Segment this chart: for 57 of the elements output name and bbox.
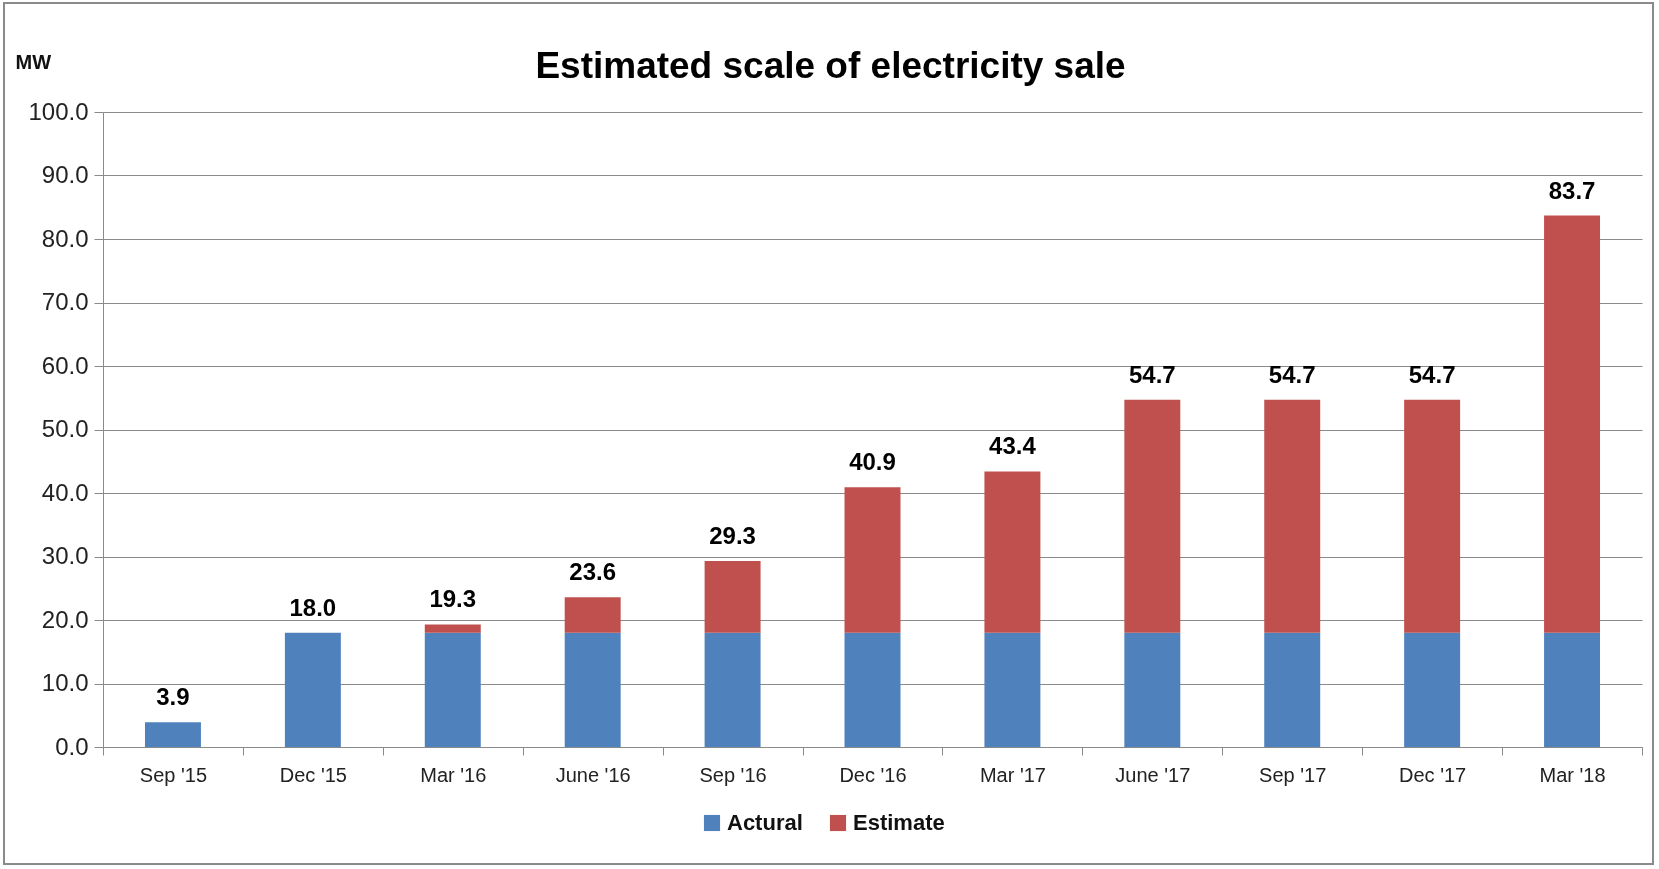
bar — [424, 624, 481, 633]
total-label: 54.7 — [1128, 360, 1176, 388]
y-tick-label: 90.0 — [41, 161, 89, 188]
bar — [564, 632, 621, 747]
bar — [1264, 399, 1321, 633]
x-tick-label: Sep '17 — [1259, 763, 1327, 786]
x-tick-label: Mar '18 — [1539, 763, 1606, 786]
legend-label: Actural — [727, 810, 803, 835]
total-label: 19.3 — [429, 585, 477, 613]
bar — [1544, 215, 1601, 633]
y-tick-label: 20.0 — [41, 605, 89, 633]
x-tick-label: Sep '15 — [139, 763, 208, 786]
x-tick-label: Dec '17 — [1399, 763, 1467, 786]
bar — [1404, 632, 1461, 747]
total-label: 3.9 — [156, 683, 190, 711]
bar — [1264, 632, 1321, 747]
total-label: 83.7 — [1548, 176, 1596, 204]
bar — [844, 632, 901, 747]
total-label: 43.4 — [989, 432, 1037, 460]
total-label: 29.3 — [709, 521, 756, 549]
y-tick-label: 100.0 — [28, 97, 89, 125]
chart-title: Estimated scale of electricity sale — [535, 45, 1126, 86]
x-tick-label: Mar '17 — [979, 763, 1046, 786]
y-tick-label: 50.0 — [41, 415, 89, 442]
x-tick-label: Mar '16 — [420, 763, 487, 786]
total-label: 18.0 — [289, 593, 337, 621]
y-axis-title: MW — [15, 50, 52, 73]
bar — [984, 632, 1041, 747]
x-tick-label: June '17 — [1115, 763, 1191, 786]
bar — [984, 471, 1041, 633]
y-tick-label: 30.0 — [41, 542, 89, 569]
bar — [424, 632, 481, 747]
y-tick-label: 10.0 — [41, 669, 89, 696]
bar — [284, 632, 341, 747]
y-tick-label: 60.0 — [41, 351, 89, 379]
total-label: 54.7 — [1408, 360, 1456, 388]
total-label: 40.9 — [849, 448, 896, 476]
y-tick-label: 0.0 — [55, 732, 89, 760]
x-tick-label: Dec '16 — [839, 763, 907, 786]
y-tick-label: 70.0 — [41, 288, 89, 315]
bar — [564, 597, 621, 633]
bar — [844, 487, 901, 633]
bar — [144, 722, 201, 747]
bar — [704, 632, 761, 747]
bar — [1544, 632, 1601, 747]
bar — [1124, 399, 1181, 633]
x-tick-label: Dec '15 — [279, 763, 347, 786]
legend-label: Estimate — [853, 810, 945, 835]
bar — [704, 560, 761, 633]
total-label: 23.6 — [569, 558, 617, 586]
x-tick-label: June '16 — [555, 763, 631, 786]
y-tick-label: 40.0 — [41, 478, 89, 506]
y-tick-label: 80.0 — [41, 224, 89, 252]
bar — [1124, 632, 1181, 747]
total-label: 54.7 — [1268, 360, 1316, 388]
x-tick-label: Sep '16 — [699, 763, 767, 786]
bar — [1404, 399, 1461, 633]
